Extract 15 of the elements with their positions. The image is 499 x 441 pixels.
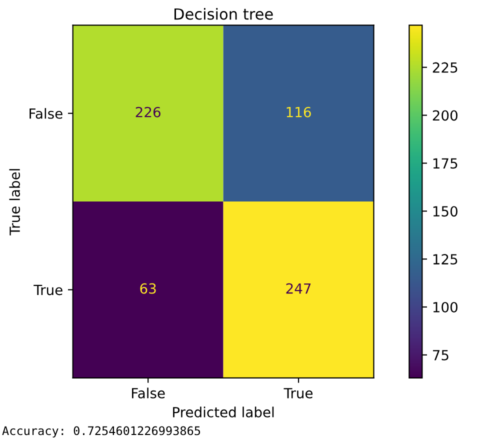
color-bar-label: 175: [433, 158, 458, 169]
data-label: 63: [140, 283, 156, 294]
color-bar-label: 200: [432, 110, 458, 121]
data-label: 116: [286, 106, 311, 118]
y-axis-title: True label: [9, 169, 20, 236]
data-label: 247: [286, 283, 311, 294]
text: Accuracy: 0.7254601226993865: [2, 426, 200, 438]
x-axis-title: Predicted label: [173, 406, 274, 418]
color-bar-label: 75: [433, 350, 448, 360]
color-bar-label: 125: [433, 254, 458, 265]
color-bar-label: 150: [433, 206, 458, 217]
color-bar-label: 225: [432, 62, 458, 73]
data-label: 226: [136, 106, 160, 118]
color-bar-label: 100: [433, 302, 458, 312]
chart-title: Decision tree: [174, 8, 273, 20]
